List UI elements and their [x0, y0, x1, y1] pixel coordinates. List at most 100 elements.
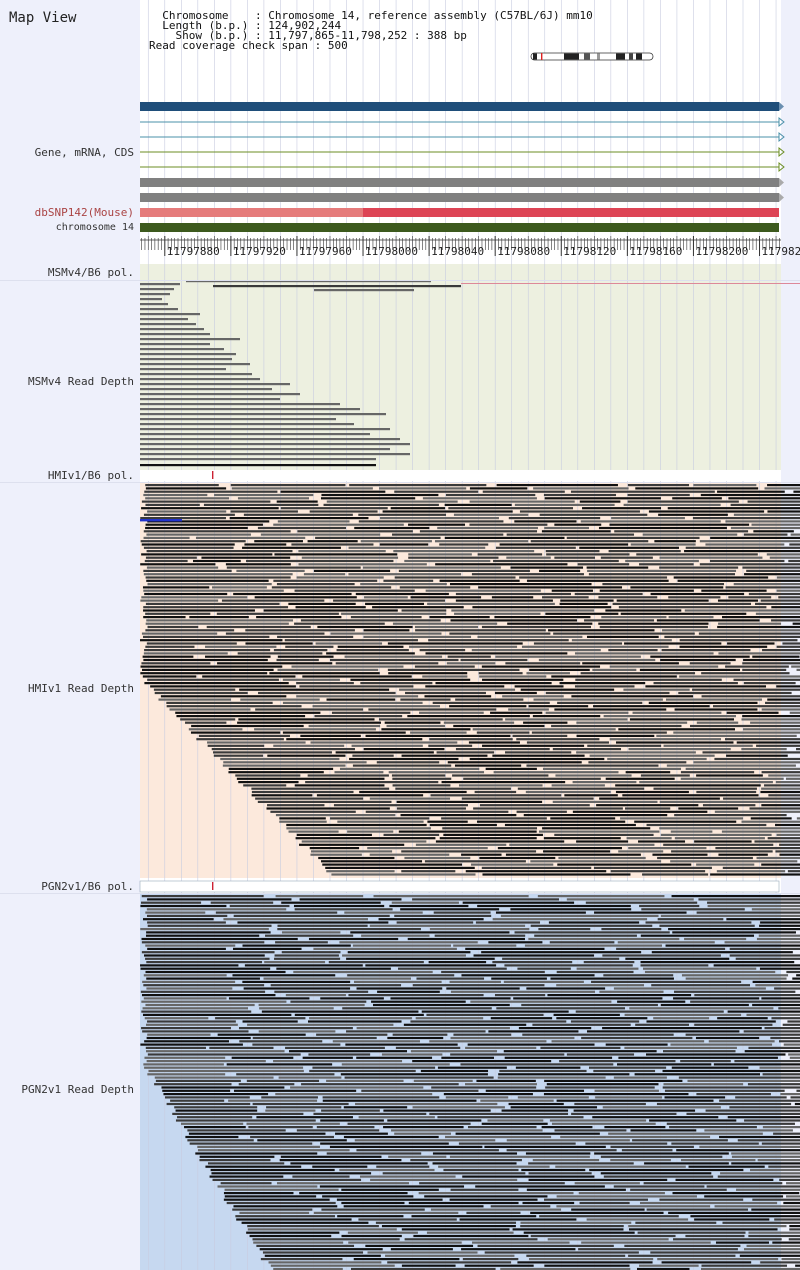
read-segment [372, 606, 464, 609]
read-segment [330, 817, 430, 820]
read-segment [141, 1027, 231, 1030]
read-segment [560, 1135, 711, 1139]
read-segment [772, 1241, 800, 1244]
read-segment [637, 1231, 746, 1234]
read-segment [277, 635, 354, 638]
read-segment [349, 484, 487, 487]
read-segment [762, 1126, 800, 1129]
read-segment [413, 1234, 529, 1238]
read-segment [294, 784, 385, 787]
read-segment [449, 632, 551, 635]
read-segment [696, 721, 739, 724]
read-segment [270, 984, 402, 987]
read-segment [659, 1198, 744, 1201]
ideogram-band [616, 53, 625, 60]
read-segment [743, 728, 800, 731]
read-segment [145, 576, 291, 579]
read-segment [517, 967, 571, 970]
read-segment [620, 817, 744, 820]
hmi-pol-label: HMIv1/B6 pol. [47, 469, 134, 482]
read-segment [482, 744, 585, 747]
read-segment [140, 964, 239, 967]
read-segment [761, 708, 800, 711]
chromosome-ideogram[interactable] [530, 52, 654, 61]
read-segment [559, 1060, 676, 1063]
read-segment [143, 997, 227, 1000]
strand-arrow [778, 146, 785, 158]
read-segment [239, 1040, 323, 1043]
read-segment [217, 1033, 306, 1036]
read-segment [392, 1033, 448, 1036]
read-segment [783, 1201, 800, 1205]
axis-tick-label: 11797880 [167, 245, 220, 258]
read-segment [323, 503, 439, 506]
read-segment [731, 1162, 800, 1165]
read-segment [236, 569, 305, 572]
read-segment [476, 1079, 536, 1082]
dbsnp-track-label: dbSNP142(Mouse) [34, 206, 134, 219]
read-segment [259, 1248, 383, 1251]
read-segment [473, 807, 623, 810]
read-segment [628, 1228, 778, 1231]
read-segment [145, 484, 219, 487]
read-segment [678, 807, 739, 810]
read-segment [337, 1215, 404, 1218]
read-segment [275, 941, 328, 944]
read-segment [490, 711, 543, 714]
read-segment [277, 655, 334, 658]
read-segment [779, 843, 800, 846]
read-segment [146, 931, 271, 934]
read-segment [679, 675, 800, 678]
read-segment [343, 1205, 484, 1208]
read-segment [320, 497, 416, 500]
read-segment [737, 1139, 800, 1142]
read-segment [651, 951, 793, 954]
read-segment [728, 497, 800, 500]
read-segment [435, 840, 565, 843]
read-segment [174, 1106, 258, 1109]
read-segment [140, 563, 216, 566]
read-segment [316, 1126, 375, 1129]
read-segment [771, 606, 800, 609]
read-segment [294, 1013, 424, 1016]
read-segment [542, 596, 589, 599]
read-segment [617, 1063, 712, 1066]
read-segment [145, 622, 289, 625]
read-segment [436, 751, 495, 754]
read-segment [701, 672, 790, 675]
read-segment [642, 533, 738, 536]
read-segment [672, 1192, 800, 1195]
read-segment [659, 566, 739, 569]
read-segment [222, 764, 346, 767]
read-segment [432, 1152, 518, 1155]
read-segment [479, 856, 556, 860]
read-segment [653, 1017, 710, 1020]
read-mismatch-segment [140, 519, 182, 522]
read-segment [140, 433, 370, 436]
read-segment [145, 497, 230, 500]
read-segment [587, 569, 737, 572]
read-segment [481, 665, 601, 668]
read-segment [673, 576, 769, 579]
read-segment [776, 833, 800, 836]
read-segment [140, 293, 170, 296]
read-segment [146, 908, 287, 911]
read-segment [714, 757, 800, 761]
read-segment [640, 961, 795, 964]
read-segment [425, 685, 505, 688]
read-segment [336, 649, 409, 652]
read-segment [271, 586, 392, 589]
read-segment [607, 757, 707, 761]
read-segment [326, 698, 396, 701]
read-segment [478, 586, 623, 589]
read-segment [140, 464, 376, 467]
read-segment [482, 678, 564, 681]
coverage-info-line: Read coverage check span : 500 [149, 39, 348, 52]
read-segment [312, 1165, 368, 1168]
read-segment [328, 961, 424, 964]
read-segment [620, 612, 747, 615]
read-segment [668, 616, 714, 619]
read-segment [443, 1168, 519, 1172]
read-segment [435, 563, 568, 566]
